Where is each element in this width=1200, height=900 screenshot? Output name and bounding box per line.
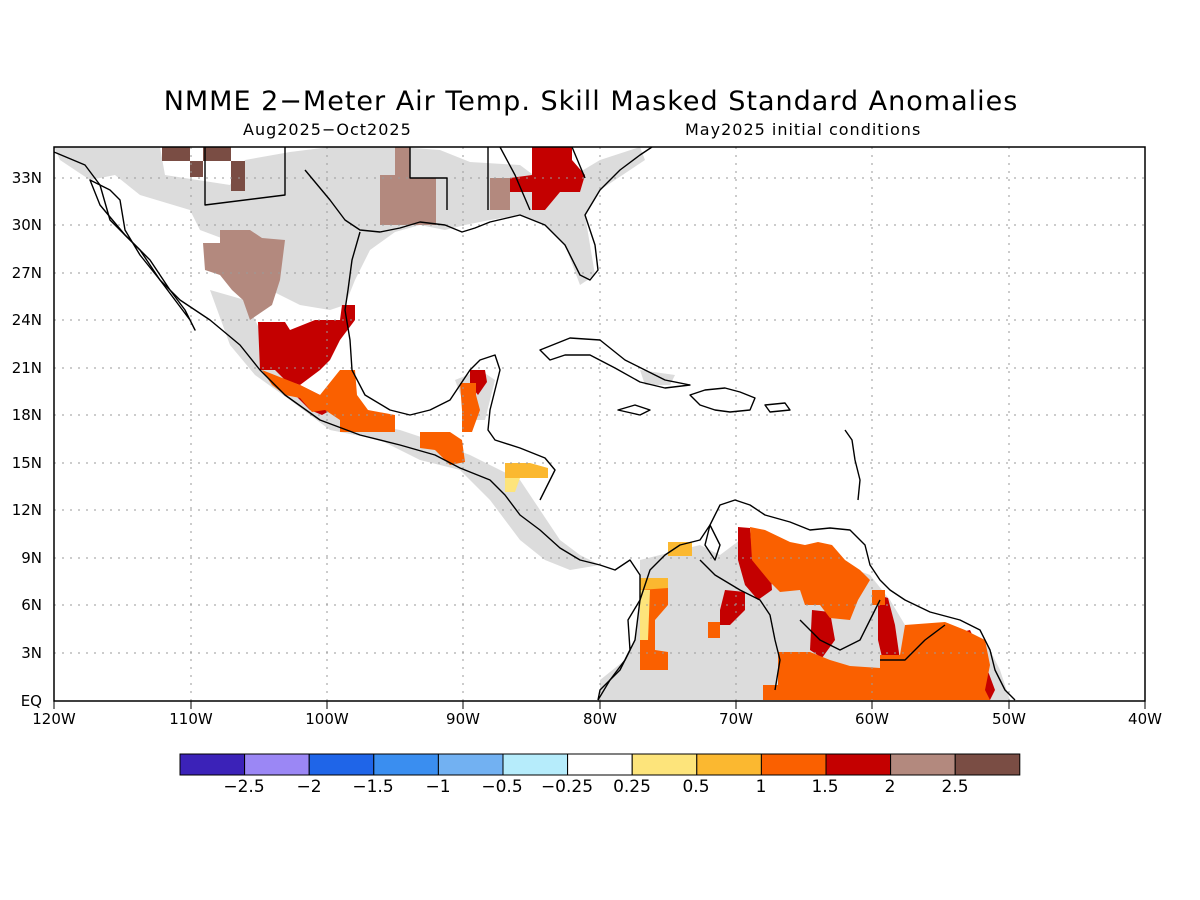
colorbar-label: −2 [296,777,322,797]
lat-label-12n: 12N [11,501,42,519]
lon-label-50w: 50W [992,710,1026,728]
lat-label-21n: 21N [11,359,42,377]
lon-label-100w: 100W [305,710,349,728]
colorbar-label: 0.25 [613,777,651,797]
colorbar-swatch [373,753,439,776]
lon-label-110w: 110W [169,710,213,728]
lat-label-30n: 30N [11,216,42,234]
coastlines [53,146,1016,701]
lat-label-24n: 24N [11,311,42,329]
lon-label-90w: 90W [446,710,480,728]
lat-label-15n: 15N [11,454,42,472]
lat-label-27n: 27N [11,264,42,282]
lat-label-9n: 9N [21,549,42,567]
colorbar-swatch [502,753,569,776]
axis-ticks [53,701,1146,709]
colorbar-swatch [825,753,892,776]
lon-label-40w: 40W [1128,710,1162,728]
colorbar-label: 1.5 [811,777,839,797]
forecast-period: Aug2025−Oct2025 [243,120,412,139]
lat-label-33n: 33N [11,169,42,187]
colorbar-label: 0.5 [682,777,710,797]
colorbar-label: 2 [884,777,896,797]
colorbar-swatch [179,753,246,776]
colorbar-swatch [631,753,698,776]
colorbar [179,753,1021,776]
lat-lon-grid [54,147,1145,701]
lat-label-6n: 6N [21,596,42,614]
initial-conditions: May2025 initial conditions [685,120,922,139]
lon-label-120w: 120W [32,710,76,728]
colorbar-label: −0.5 [481,777,523,797]
lon-label-60w: 60W [855,710,889,728]
colorbar-label: −2.5 [223,777,265,797]
lon-label-70w: 70W [719,710,753,728]
colorbar-swatch [308,753,375,776]
colorbar-swatch [954,753,1021,776]
colorbar-label: 2.5 [941,777,969,797]
colorbar-swatch [890,753,956,776]
anomaly-regions [162,147,995,700]
lat-label-18n: 18N [11,406,42,424]
lat-label-eq: EQ [20,692,42,710]
colorbar-swatch [760,753,827,776]
colorbar-swatch [244,753,310,776]
colorbar-label: −1 [425,777,451,797]
colorbar-label: −0.25 [540,777,594,797]
lat-label-3n: 3N [21,644,42,662]
lon-label-80w: 80W [583,710,617,728]
map-title: NMME 2−Meter Air Temp. Skill Masked Stan… [163,86,1019,117]
colorbar-swatch [696,753,762,776]
colorbar-swatch [437,753,504,776]
colorbar-swatch [567,753,633,776]
colorbar-label: 1 [755,777,767,797]
colorbar-label: −1.5 [352,777,394,797]
skill-mask-regions [54,147,1010,700]
map-area [53,146,1145,701]
